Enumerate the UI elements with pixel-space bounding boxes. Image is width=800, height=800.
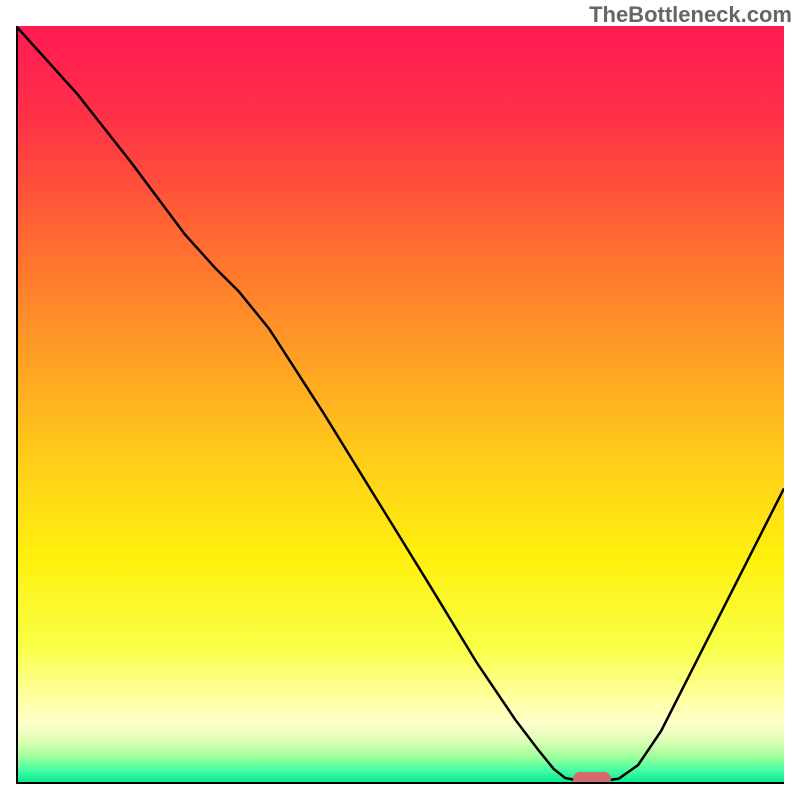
plot-area [16,26,784,784]
y-axis [16,26,18,784]
x-axis [16,782,784,784]
chart-container: TheBottleneck.com [0,0,800,800]
curve-path [16,26,784,780]
bottleneck-curve [16,26,784,784]
watermark-text: TheBottleneck.com [589,2,792,28]
